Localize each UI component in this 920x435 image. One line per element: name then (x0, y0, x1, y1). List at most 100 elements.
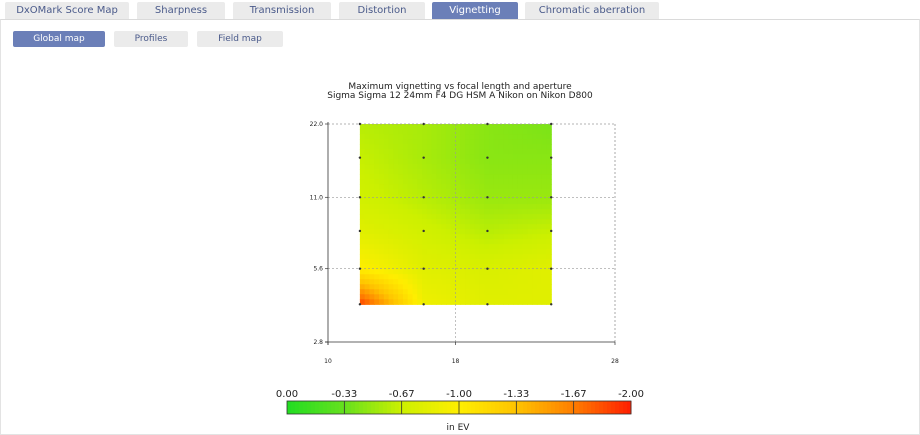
tab-dxomark-score-map[interactable]: DxOMark Score Map (5, 2, 129, 19)
heatmap-cell (527, 209, 533, 215)
sample-point (486, 122, 489, 126)
heatmap-cell (455, 154, 461, 160)
heatmap-cell (479, 209, 485, 215)
heatmap-cell (508, 254, 514, 260)
heatmap-cell (489, 249, 495, 255)
heatmap-cell (431, 184, 438, 190)
heatmap-cell (374, 234, 380, 240)
tab-distortion[interactable]: Distortion (339, 2, 425, 19)
heatmap-cell (412, 169, 418, 175)
heatmap-cell (522, 274, 528, 280)
heatmap-cell (388, 259, 394, 265)
heatmap-cell (498, 284, 504, 290)
heatmap-cell (379, 174, 385, 180)
heatmap-cell (517, 164, 524, 170)
heatmap-cell (398, 149, 404, 155)
heatmap-cell (450, 219, 457, 225)
heatmap-cell (374, 294, 380, 300)
subtab-profiles[interactable]: Profiles (114, 31, 188, 47)
tab-transmission[interactable]: Transmission (233, 2, 331, 19)
heatmap-cell (484, 269, 490, 275)
heatmap-cell (383, 294, 390, 300)
color-scale-label: -0.67 (389, 389, 415, 400)
color-scale-step (355, 401, 360, 414)
heatmap-cell (374, 139, 380, 145)
heatmap-cell (436, 284, 442, 290)
heatmap-cell (546, 259, 552, 265)
heatmap-cell (484, 129, 490, 135)
color-scale-step (299, 401, 304, 414)
heatmap-cell (498, 134, 504, 140)
heatmap-cell (369, 159, 375, 165)
heatmap-cell (369, 239, 375, 245)
heatmap-cell (455, 174, 461, 180)
heatmap-cell (474, 184, 481, 190)
heatmap-cell (369, 254, 375, 260)
heatmap-cell (517, 139, 524, 145)
heatmap-cell (460, 219, 466, 225)
tab-chromatic-aberration[interactable]: Chromatic aberration (525, 2, 659, 19)
heatmap-cell (426, 159, 433, 165)
heatmap-cell (364, 264, 371, 270)
heatmap-cell (379, 289, 385, 295)
heatmap-cell (450, 229, 457, 235)
color-scale-step (403, 401, 408, 414)
heatmap-cell (393, 184, 399, 190)
color-scale-label: -2.00 (618, 389, 644, 400)
heatmap-cell (541, 194, 548, 200)
heatmap-cell (422, 284, 428, 290)
heatmap-cell (402, 284, 409, 290)
heatmap-cell (364, 249, 371, 255)
heatmap-cell (546, 204, 552, 210)
heatmap-cell (493, 149, 500, 155)
heatmap-cell (441, 189, 447, 195)
heatmap-cell (508, 259, 514, 265)
heatmap-cell (532, 234, 538, 240)
heatmap-cell (359, 259, 366, 265)
heatmap-cell (484, 149, 490, 155)
heatmap-cell (493, 259, 500, 265)
heatmap-cell (431, 254, 438, 260)
heatmap-cell (407, 259, 414, 265)
heatmap-cell (374, 124, 380, 130)
heatmap-cell (484, 219, 490, 225)
heatmap-cell (460, 149, 466, 155)
heatmap-cell (393, 274, 399, 280)
heatmap-cell (393, 209, 399, 215)
subtab-global-map[interactable]: Global map (13, 31, 105, 47)
heatmap-cell (541, 209, 548, 215)
color-scale-step (347, 401, 352, 414)
heatmap-cell (546, 169, 552, 175)
heatmap-cell (460, 254, 466, 260)
tab-vignetting[interactable]: Vignetting (432, 2, 518, 19)
heatmap-cell (402, 159, 409, 165)
heatmap-cell (426, 154, 433, 160)
heatmap-cell (455, 254, 461, 260)
heatmap-cell (546, 249, 552, 255)
heatmap-cell (536, 259, 543, 265)
subtab-field-map[interactable]: Field map (197, 31, 283, 47)
tab-sharpness[interactable]: Sharpness (137, 2, 225, 19)
heatmap-cell (426, 299, 433, 305)
heatmap-cell (402, 169, 409, 175)
heatmap-cell (398, 264, 404, 270)
heatmap-cell (398, 154, 404, 160)
color-scale-step (483, 401, 488, 414)
heatmap-cell (512, 209, 519, 215)
heatmap-cell (508, 239, 514, 245)
heatmap-cell (455, 199, 461, 205)
color-scale-step (423, 401, 428, 414)
heatmap-cell (536, 174, 543, 180)
heatmap-cell (379, 139, 385, 145)
heatmap-cell (393, 289, 399, 295)
heatmap-cell (460, 274, 466, 280)
heatmap-cell (522, 284, 528, 290)
top-tab-bar: DxOMark Score Map Sharpness Transmission… (0, 0, 920, 19)
heatmap-cell (412, 214, 418, 220)
heatmap-cell (417, 204, 423, 210)
heatmap-cell (479, 244, 485, 250)
heatmap-cell (369, 269, 375, 275)
color-scale-step (523, 401, 528, 414)
heatmap-cell (359, 279, 366, 285)
heatmap-cell (450, 289, 457, 295)
